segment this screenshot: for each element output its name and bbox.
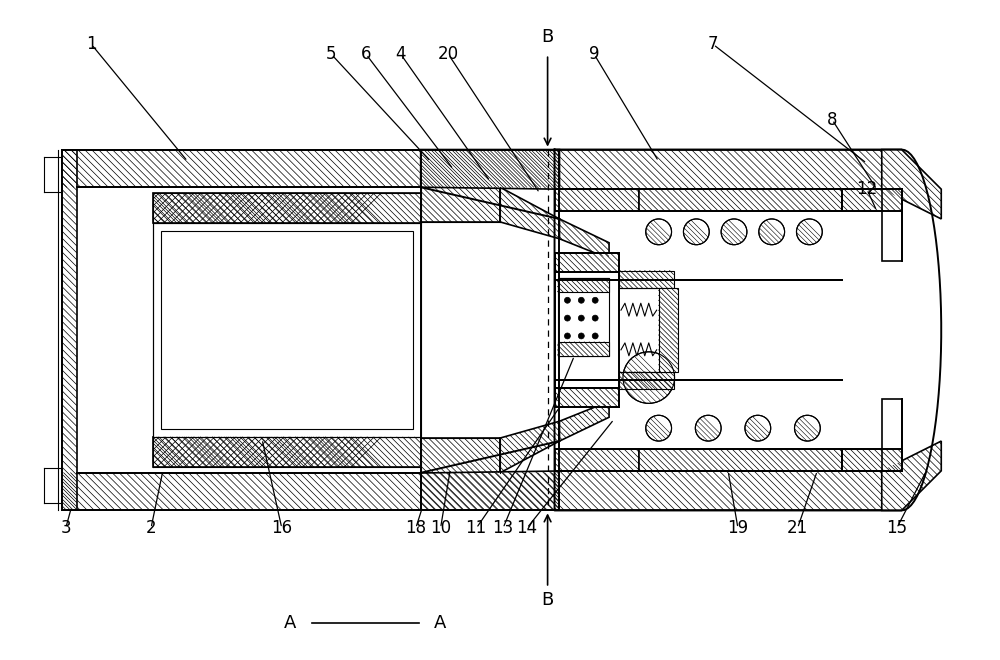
Bar [555,387,619,407]
Circle shape [796,219,822,245]
Bar [882,189,902,261]
Text: 6: 6 [361,46,371,63]
Bar [558,279,609,356]
Circle shape [794,415,820,441]
Bar [62,150,77,510]
Circle shape [592,315,598,321]
Circle shape [564,315,570,321]
Polygon shape [421,150,559,189]
Text: 4: 4 [396,46,406,63]
Bar [555,150,882,189]
Text: 9: 9 [589,46,599,63]
Text: 19: 19 [727,519,749,537]
Bar [639,449,842,471]
Polygon shape [421,471,559,510]
Text: 10: 10 [430,519,451,537]
Bar [62,150,421,187]
Text: 11: 11 [466,519,487,537]
Bar [558,342,609,356]
Text: 7: 7 [708,36,718,53]
Text: 20: 20 [438,46,459,63]
Circle shape [623,352,675,403]
Bar [153,437,421,467]
Bar [555,253,619,273]
Circle shape [592,333,598,339]
Bar [619,372,674,389]
Bar [421,150,559,187]
Text: 2: 2 [146,519,156,537]
Bar [153,223,421,437]
Text: 12: 12 [856,180,878,198]
Text: 16: 16 [271,519,292,537]
Bar [153,193,421,223]
Polygon shape [882,150,941,219]
Text: B: B [541,28,554,46]
Text: 15: 15 [886,519,907,537]
Text: A: A [284,614,296,632]
Bar [161,231,413,429]
Bar [555,471,882,510]
Circle shape [564,297,570,303]
Text: 3: 3 [60,519,71,537]
Bar [421,473,559,510]
Bar [62,473,421,510]
Bar [882,399,902,471]
Bar [555,449,639,471]
Bar [659,288,678,372]
Text: 5: 5 [326,46,337,63]
Circle shape [578,297,584,303]
Text: 13: 13 [492,519,514,537]
Bar [842,449,902,471]
Circle shape [745,415,771,441]
Bar [558,279,609,292]
Polygon shape [882,441,941,510]
Bar [555,189,639,211]
Bar [619,271,674,288]
Text: A: A [434,614,447,632]
Circle shape [646,415,672,441]
Bar [639,189,842,211]
Polygon shape [500,187,559,239]
Polygon shape [421,438,500,473]
Circle shape [592,297,598,303]
Circle shape [564,333,570,339]
Text: 8: 8 [827,111,837,129]
Text: 1: 1 [86,36,97,53]
Bar [842,189,902,211]
Polygon shape [559,219,609,259]
Circle shape [721,219,747,245]
Circle shape [759,219,785,245]
Text: 14: 14 [516,519,537,537]
Text: 18: 18 [405,519,426,537]
Polygon shape [559,401,609,441]
Polygon shape [421,187,500,222]
Text: 21: 21 [787,519,808,537]
Polygon shape [555,150,941,510]
Circle shape [578,315,584,321]
Circle shape [683,219,709,245]
Circle shape [695,415,721,441]
Circle shape [578,333,584,339]
Polygon shape [500,421,559,473]
Text: B: B [541,591,554,609]
Circle shape [646,219,672,245]
